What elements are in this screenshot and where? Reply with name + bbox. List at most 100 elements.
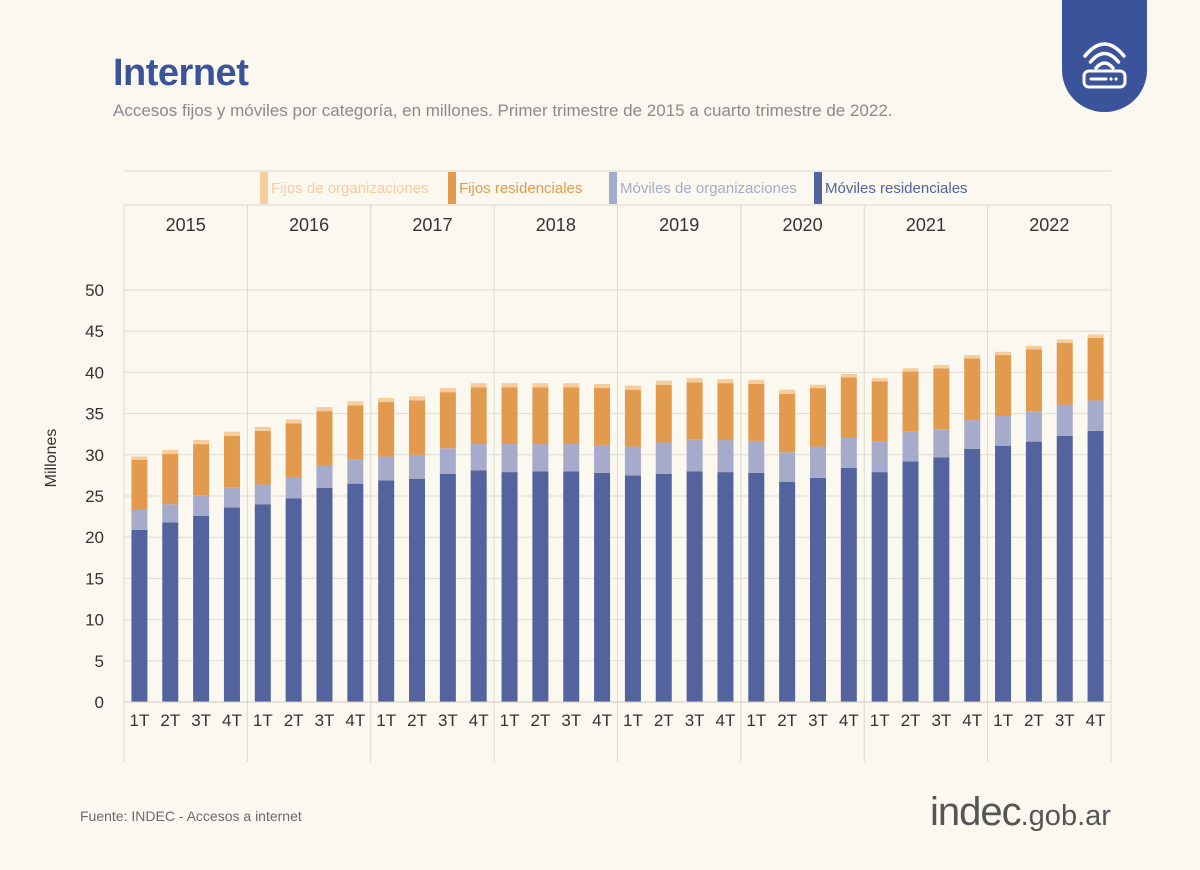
bar-segment xyxy=(1025,411,1042,442)
legend-label: Móviles residenciales xyxy=(825,180,968,197)
legend-swatch xyxy=(814,172,822,204)
quarter-label: 4T xyxy=(716,711,736,730)
legend-item: Fijos de organizaciones xyxy=(260,172,429,204)
year-label: 2022 xyxy=(1029,215,1069,235)
bar-segment xyxy=(409,400,426,455)
bar-segment xyxy=(933,368,950,430)
bar-stack xyxy=(532,383,549,702)
bar-segment xyxy=(131,510,148,530)
bar-stack xyxy=(409,396,426,702)
y-tick-label: 30 xyxy=(85,446,104,465)
bar-stack xyxy=(748,379,765,702)
bar-segment xyxy=(532,444,549,472)
bar-segment xyxy=(748,472,765,702)
bar-stack xyxy=(316,407,333,702)
bar-segment xyxy=(871,472,888,702)
quarter-label: 4T xyxy=(345,711,365,730)
bar-stack xyxy=(995,351,1012,702)
bar-segment xyxy=(1087,334,1104,338)
bar-segment xyxy=(779,389,796,394)
bar-segment xyxy=(717,472,734,702)
logo-domain: .gob.ar xyxy=(1020,800,1111,832)
bar-segment xyxy=(131,459,148,511)
quarter-label: 1T xyxy=(376,711,396,730)
bar-segment xyxy=(964,355,981,359)
bar-segment xyxy=(1056,404,1073,436)
quarter-label: 2T xyxy=(407,711,427,730)
bar-segment xyxy=(1025,441,1042,702)
wifi-router-icon xyxy=(1082,42,1127,89)
bar-segment xyxy=(995,445,1012,702)
bar-segment xyxy=(193,439,210,445)
bar-segment xyxy=(655,442,672,474)
y-tick-label: 50 xyxy=(85,281,104,300)
bar-stack xyxy=(840,374,857,702)
bar-segment xyxy=(809,477,826,702)
bar-segment xyxy=(655,473,672,702)
page-subtitle: Accesos fijos y móviles por categoría, e… xyxy=(113,101,893,120)
bar-segment xyxy=(686,378,703,383)
y-tick-label: 40 xyxy=(85,363,104,382)
bar-segment xyxy=(254,430,271,485)
bar-segment xyxy=(470,470,487,702)
bar-stack xyxy=(624,385,641,702)
bar-stack xyxy=(162,449,179,702)
bar-stack xyxy=(223,431,240,702)
bar-stack xyxy=(871,378,888,702)
bar-segment xyxy=(809,446,826,478)
source-note: Fuente: INDEC - Accesos a internet xyxy=(80,808,302,824)
y-tick-label: 45 xyxy=(85,322,104,341)
bar-segment xyxy=(532,383,549,388)
bar-segment xyxy=(686,471,703,702)
page-title: Internet xyxy=(113,52,249,94)
bar-segment xyxy=(285,419,302,424)
year-label: 2021 xyxy=(906,215,946,235)
bar-segment xyxy=(840,374,857,378)
bar-segment xyxy=(594,388,611,445)
bar-segment xyxy=(285,423,302,478)
bar-segment xyxy=(378,480,395,702)
bar-segment xyxy=(809,384,826,389)
bar-segment xyxy=(347,401,364,406)
bar-segment xyxy=(809,388,826,447)
bar-segment xyxy=(439,388,456,393)
bar-segment xyxy=(871,378,888,382)
bar-stack xyxy=(717,378,734,702)
bar-segment xyxy=(1056,342,1073,405)
bar-stack xyxy=(594,383,611,702)
bar-segment xyxy=(439,473,456,702)
bar-segment xyxy=(995,355,1012,417)
bar-stack xyxy=(378,397,395,702)
bar-segment xyxy=(223,431,240,436)
bar-stack xyxy=(933,364,950,702)
quarter-label: 1T xyxy=(623,711,643,730)
indec-logo: indec.gob.ar xyxy=(930,790,1111,835)
bar-segment xyxy=(501,444,518,473)
bar-stack xyxy=(902,368,919,702)
bar-segment xyxy=(439,392,456,449)
bar-segment xyxy=(779,452,796,482)
bar-segment xyxy=(409,454,426,479)
year-label: 2016 xyxy=(289,215,329,235)
legend-swatch xyxy=(448,172,456,204)
bar-segment xyxy=(409,396,426,401)
legend-label: Móviles de organizaciones xyxy=(620,180,797,197)
quarter-label: 3T xyxy=(1055,711,1075,730)
quarter-label: 1T xyxy=(746,711,766,730)
bar-stack xyxy=(193,439,210,702)
year-label: 2019 xyxy=(659,215,699,235)
quarter-label: 4T xyxy=(1086,711,1106,730)
bar-segment xyxy=(254,504,271,702)
bar-segment xyxy=(223,507,240,702)
bar-segment xyxy=(779,393,796,453)
bar-segment xyxy=(594,472,611,702)
bar-stack xyxy=(470,383,487,702)
bar-segment xyxy=(964,358,981,421)
bar-segment xyxy=(594,444,611,473)
quarter-label: 3T xyxy=(808,711,828,730)
bar-segment xyxy=(470,387,487,445)
bar-segment xyxy=(964,420,981,450)
bar-segment xyxy=(193,515,210,702)
y-tick-label: 0 xyxy=(95,693,104,712)
quarter-label: 1T xyxy=(870,711,890,730)
